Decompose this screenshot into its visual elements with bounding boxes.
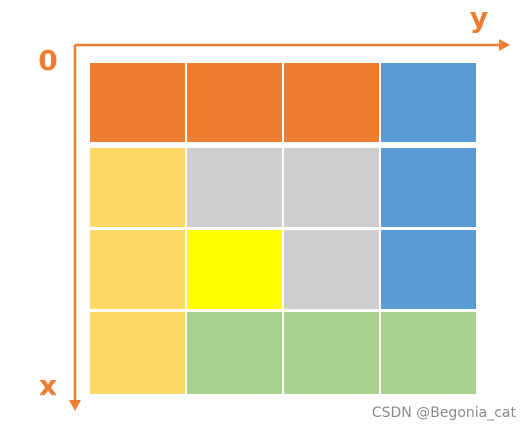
cell: [284, 63, 379, 142]
cell: [187, 312, 282, 394]
x-arrow: [69, 400, 81, 411]
cell: [187, 63, 282, 142]
cell: [284, 230, 379, 309]
cell: [90, 148, 185, 227]
cell: [381, 148, 476, 227]
cell: [284, 312, 379, 394]
cell: [381, 63, 476, 142]
y-arrow: [499, 39, 510, 51]
cell: [90, 63, 185, 142]
grid: [90, 63, 476, 394]
cell: [381, 312, 476, 394]
y-axis-label: y: [470, 1, 488, 34]
cell: [90, 230, 185, 309]
cell: [284, 148, 379, 227]
cell: [187, 230, 282, 309]
cell: [187, 148, 282, 227]
origin-label: 0: [38, 44, 57, 77]
x-axis-label: x: [39, 369, 57, 402]
watermark: CSDN @Begonia_cat: [372, 405, 517, 421]
cell: [90, 312, 185, 394]
cell: [381, 230, 476, 309]
axes: [69, 39, 510, 411]
